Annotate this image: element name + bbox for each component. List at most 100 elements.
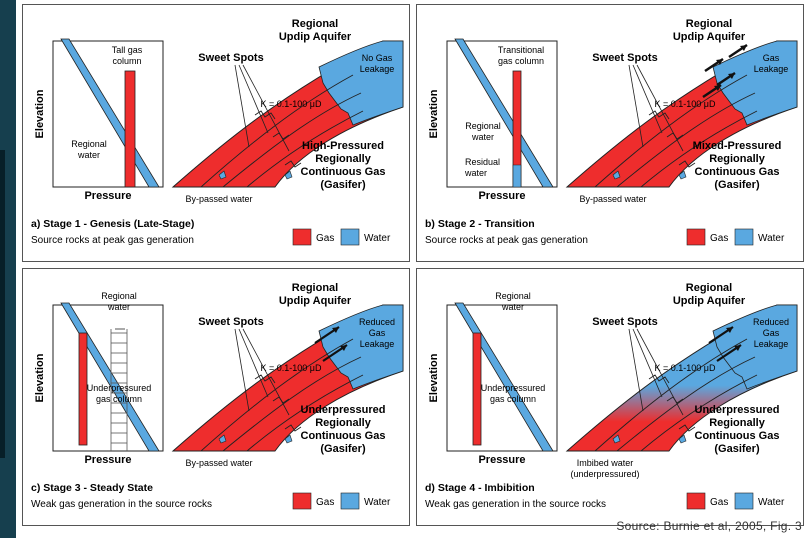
regional-water-label-1: Regional	[465, 121, 501, 131]
sweet-spots-label: Sweet Spots	[198, 52, 263, 64]
bypassed-water-blob	[678, 170, 687, 180]
pressure-axis-label: Pressure	[84, 190, 131, 202]
legend-water-label: Water	[758, 233, 785, 244]
column-label-2: gas column	[490, 394, 536, 404]
stage-panel-1: Elevation Pressure Tall gas column Regio…	[22, 4, 410, 262]
column-label-1: Underpressured	[87, 383, 152, 393]
gas-description-4: (Gasifer)	[320, 443, 366, 455]
stage-panel-3: Elevation Pressure Underpressured gas co…	[22, 268, 410, 526]
gas-column-bar	[78, 332, 88, 446]
aquifer-label-2: Updip Aquifer	[673, 31, 746, 43]
sweet-spot-pointer	[234, 328, 250, 412]
legend-gas-swatch	[292, 228, 312, 246]
bypassed-water-blob	[612, 434, 621, 444]
residual-water-label-2: water	[464, 168, 487, 178]
sweet-spot-pointer	[628, 328, 644, 412]
strata-line	[640, 374, 758, 452]
stage-subtitle: Source rocks at peak gas generation	[31, 235, 194, 246]
pressure-ladder	[110, 328, 128, 451]
gas-column-bar	[124, 70, 136, 188]
legend-gas-label: Gas	[710, 233, 728, 244]
elevation-axis-label: Elevation	[428, 353, 440, 402]
column-label-2: gas column	[498, 56, 544, 66]
stage-title: b) Stage 2 - Transition	[425, 218, 535, 230]
regional-water-label-2: water	[77, 150, 100, 160]
leakage-arrowhead	[726, 327, 733, 333]
stage-panel-2: Elevation Pressure Transitional gas colu…	[416, 4, 804, 262]
leakage-label-2: Gas	[763, 328, 780, 338]
bypassed-water-blob	[678, 434, 687, 444]
aquifer-label-2: Updip Aquifer	[279, 31, 352, 43]
permeability-label: K = 0.1-100 μD	[261, 363, 322, 373]
bypassed-water-blob	[218, 434, 227, 444]
legend-gas-swatch	[686, 228, 706, 246]
sweet-spot-pointer	[628, 64, 644, 148]
bottom-note-1: By-passed water	[185, 458, 252, 468]
leakage-arrowhead	[332, 327, 339, 333]
leakage-label-1: Reduced	[359, 317, 395, 327]
aquifer-label-2: Updip Aquifer	[279, 295, 352, 307]
sweet-spot-pointer	[242, 64, 290, 152]
strata-line	[640, 110, 758, 188]
regional-water-label-1: Regional	[495, 291, 531, 301]
legend-water-label: Water	[758, 497, 785, 508]
leakage-label-2: Leakage	[360, 64, 395, 74]
stage-diagram: Elevation Pressure Transitional gas colu…	[425, 18, 798, 246]
legend-gas-label: Gas	[316, 233, 334, 244]
pressure-axis-label: Pressure	[478, 190, 525, 202]
leakage-arrowhead	[714, 85, 721, 91]
leakage-label-1: Gas	[763, 53, 780, 63]
gas-column	[512, 70, 522, 188]
gas-description-3: Continuous Gas	[301, 430, 386, 442]
gas-description-3: Continuous Gas	[301, 166, 386, 178]
stage-diagram: Elevation Pressure Tall gas column Regio…	[31, 18, 404, 246]
column-label-2: gas column	[96, 394, 142, 404]
legend-gas-swatch	[686, 492, 706, 510]
gas-column	[472, 332, 482, 446]
leakage-label-1: No Gas	[362, 53, 393, 63]
bypassed-water-blob	[284, 434, 293, 444]
gas-description-2: Regionally	[315, 153, 372, 165]
strata-line	[246, 110, 364, 188]
aquifer-label-1: Regional	[686, 282, 732, 294]
sweet-spot-pointer	[238, 328, 269, 398]
pressure-axis-label: Pressure	[84, 454, 131, 466]
gas-description-2: Regionally	[315, 417, 372, 429]
bypassed-water-blob	[218, 170, 227, 180]
strata-line	[200, 338, 354, 452]
regional-water-label-2: water	[107, 302, 130, 312]
source-citation: Source: Burnie et al, 2005, Fig. 3	[616, 519, 802, 533]
legend-water-swatch	[734, 228, 754, 246]
sweet-spots-label: Sweet Spots	[592, 52, 657, 64]
regional-water-label-1: Regional	[101, 291, 137, 301]
gas-description-1: Mixed-Pressured	[693, 140, 782, 152]
residual-water-label-1: Residual	[465, 157, 500, 167]
sweet-spots-label: Sweet Spots	[198, 316, 263, 328]
gas-description-3: Continuous Gas	[695, 166, 780, 178]
bottom-note-1: By-passed water	[579, 194, 646, 204]
sweet-spot-pointer	[238, 64, 269, 134]
column-label-1: Tall gas	[112, 45, 143, 55]
gas-column	[124, 70, 136, 188]
stage-title: a) Stage 1 - Genesis (Late-Stage)	[31, 218, 194, 230]
elevation-axis-label: Elevation	[34, 353, 46, 402]
strata-line	[222, 356, 362, 452]
bottom-note-1: Imbibed water	[577, 458, 634, 468]
pressure-axis-label: Pressure	[478, 454, 525, 466]
gas-description-2: Regionally	[709, 153, 766, 165]
sweet-spot-pointer	[242, 328, 290, 416]
sweet-spot-pointer	[632, 64, 663, 134]
elevation-axis-label: Elevation	[428, 89, 440, 138]
aquifer-label-1: Regional	[292, 18, 338, 30]
strata-line	[594, 338, 748, 452]
leakage-arrowhead	[734, 345, 741, 351]
legend-water-swatch	[340, 228, 360, 246]
permeability-label: K = 0.1-100 μD	[261, 99, 322, 109]
permeability-label: K = 0.1-100 μD	[655, 363, 716, 373]
leakage-arrowhead	[728, 73, 735, 79]
bottom-note-2: (underpressured)	[570, 469, 639, 479]
stage-title: c) Stage 3 - Steady State	[31, 482, 153, 494]
bypassed-water-blob	[612, 170, 621, 180]
stage-title: d) Stage 4 - Imbibition	[425, 482, 535, 494]
